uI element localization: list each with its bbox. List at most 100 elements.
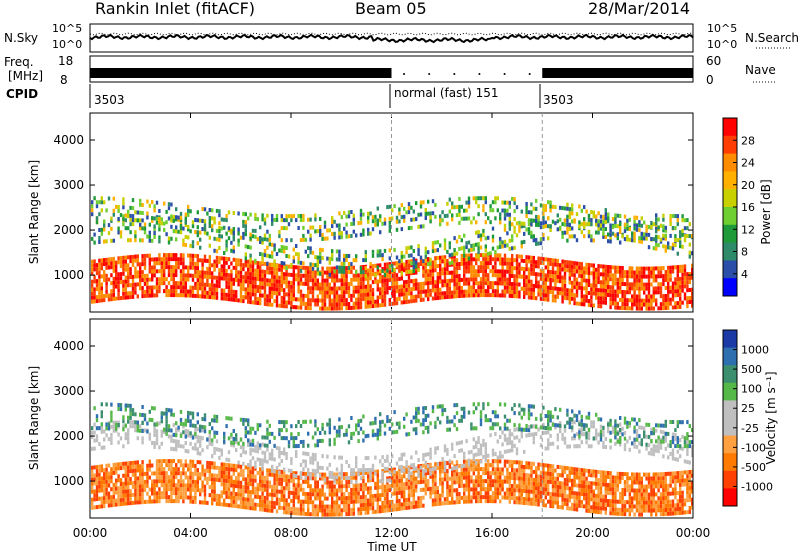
scatter-cell [419, 294, 423, 298]
scatter-cell [664, 298, 667, 302]
scatter-cell [515, 278, 519, 283]
scatter-cell [266, 245, 269, 250]
scatter-cell [295, 252, 298, 256]
scatter-cell [369, 272, 372, 277]
scatter-cell [340, 261, 343, 266]
scatter-cell [136, 424, 139, 429]
scatter-cell [283, 498, 286, 503]
scatter-cell [172, 253, 175, 258]
scatter-cell [122, 217, 125, 222]
scatter-cell [230, 442, 233, 447]
scatter-cell [93, 291, 96, 296]
scatter-cell [194, 265, 197, 270]
scatter-cell [95, 505, 99, 510]
scatter-cell [544, 208, 547, 212]
scatter-cell [388, 216, 391, 221]
scatter-cell [292, 247, 295, 252]
scatter-cell [203, 254, 207, 259]
scatter-cell [182, 479, 185, 484]
scatter-cell [170, 214, 173, 219]
scatter-cell [475, 273, 478, 278]
scatter-cell [160, 277, 163, 282]
scatter-cell [215, 497, 219, 502]
scatter-cell [494, 216, 497, 221]
scatter-cell [139, 274, 142, 279]
scatter-cell [381, 253, 384, 258]
scatter-cell [237, 231, 240, 236]
scatter-cell [383, 272, 387, 277]
scatter-cell [671, 226, 675, 230]
scatter-cell [566, 206, 569, 211]
scatter-cell [460, 253, 463, 258]
scatter-cell [683, 276, 687, 281]
scatter-cell [170, 471, 173, 476]
scatter-cell [638, 286, 641, 291]
scatter-cell [107, 471, 111, 476]
scatter-cell [134, 420, 137, 425]
scatter-cell [503, 253, 507, 258]
scatter-cell [542, 293, 545, 298]
scatter-cell [151, 293, 154, 298]
scatter-cell [160, 261, 163, 266]
scatter-cell [263, 451, 267, 456]
scatter-cell [371, 249, 375, 254]
scatter-cell [278, 462, 281, 467]
scatter-cell [616, 277, 619, 282]
scatter-cell [268, 500, 271, 505]
scatter-cell [256, 217, 259, 222]
scatter-cell [499, 293, 502, 298]
scatter-cell [242, 283, 245, 288]
scatter-cell [607, 273, 610, 277]
scatter-cell [242, 421, 245, 426]
scatter-cell [215, 255, 219, 260]
scatter-cell [206, 294, 209, 299]
scatter-cell [655, 226, 658, 231]
scatter-cell [369, 264, 372, 269]
scatter-cell [619, 273, 622, 278]
scatter-cell [299, 293, 303, 298]
scatter-cell [542, 281, 545, 286]
scatter-cell [259, 297, 262, 302]
scatter-cell [340, 298, 343, 303]
scatter-cell [223, 490, 226, 495]
scatter-cell [100, 484, 103, 489]
scatter-cell [376, 295, 379, 300]
scatter-cell [345, 428, 348, 433]
scatter-cell [299, 440, 303, 444]
scatter-cell [237, 488, 240, 493]
scatter-cell [347, 254, 351, 258]
scatter-cell [136, 500, 139, 505]
scatter-cell [309, 512, 312, 517]
scatter-cell [134, 480, 137, 485]
scatter-cell [338, 429, 341, 434]
scatter-cell [338, 455, 341, 460]
scatter-cell [357, 277, 360, 282]
scatter-cell [285, 436, 288, 441]
scatter-cell [499, 216, 502, 221]
scatter-cell [196, 278, 199, 283]
scatter-cell [623, 290, 627, 295]
scatter-cell [410, 217, 413, 222]
scatter-cell [237, 460, 240, 465]
scatter-cell [275, 252, 279, 256]
scatter-cell [326, 294, 329, 299]
scatter-cell [148, 459, 151, 464]
scatter-cell [259, 285, 262, 290]
scatter-cell [535, 218, 538, 223]
scatter-cell [333, 302, 336, 307]
scatter-cell [398, 292, 401, 297]
scatter-cell [331, 286, 334, 291]
scatter-cell [124, 407, 127, 412]
scatter-cell [271, 468, 274, 473]
scatter-cell [295, 244, 298, 248]
scatter-cell [175, 495, 178, 500]
scatter-cell [129, 407, 132, 412]
scatter-cell [129, 213, 132, 218]
scatter-cell [247, 485, 250, 490]
scatter-cell [345, 432, 348, 437]
scatter-cell [309, 262, 312, 267]
scatter-cell [321, 508, 324, 513]
scatter-cell [650, 306, 653, 311]
scatter-cell [280, 263, 283, 268]
scatter-cell [369, 304, 372, 309]
